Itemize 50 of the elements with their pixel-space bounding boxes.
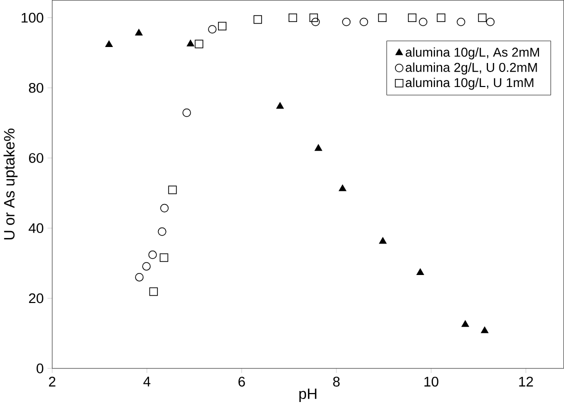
point (486, 18, 495, 26)
point (456, 18, 466, 26)
point (142, 262, 151, 271)
x-tick-label: 6 (238, 376, 245, 387)
point (168, 186, 177, 194)
legend-label: alumina 2g/L, U 0.2mM (406, 62, 537, 75)
y-tick-label: 100 (22, 13, 44, 23)
y-tick-label: 60 (29, 153, 44, 164)
x-tick-label: 2 (49, 376, 56, 387)
point (342, 18, 351, 26)
point (186, 40, 194, 47)
x-tick-label: 4 (143, 376, 150, 387)
point (254, 15, 262, 24)
point (149, 288, 158, 296)
y-tick-label: 40 (28, 223, 44, 234)
point (360, 18, 368, 26)
point (462, 320, 469, 328)
point (480, 326, 488, 334)
x-tick-label: 8 (333, 376, 340, 387)
y-tick-label: 80 (28, 83, 44, 93)
x-tick-label: 12 (519, 376, 533, 387)
y-axis-title: U or As uptake% (4, 128, 18, 240)
point (160, 254, 168, 262)
point (378, 14, 387, 22)
point (314, 144, 322, 152)
point (408, 14, 416, 22)
point (148, 250, 157, 260)
point (160, 204, 169, 213)
point (135, 29, 143, 36)
point (288, 14, 298, 22)
point (182, 108, 191, 118)
legend-label: alumina 10g/L, As 2mM (406, 48, 539, 60)
point (416, 268, 424, 276)
legend-label: alumina 10g/L, U 1mM (406, 78, 534, 90)
point (478, 14, 487, 22)
point (309, 14, 318, 22)
point (379, 237, 387, 244)
point (135, 273, 144, 282)
point (311, 18, 320, 26)
y-tick-label: 0 (36, 364, 44, 374)
point (276, 102, 284, 109)
point (418, 18, 428, 26)
x-axis-title: pH (299, 388, 316, 402)
point (194, 40, 204, 48)
x-tick-label: 10 (424, 376, 438, 387)
point (338, 184, 346, 192)
y-tick-label: 20 (29, 294, 44, 304)
point (436, 14, 446, 22)
point (105, 40, 113, 48)
point (158, 228, 166, 236)
